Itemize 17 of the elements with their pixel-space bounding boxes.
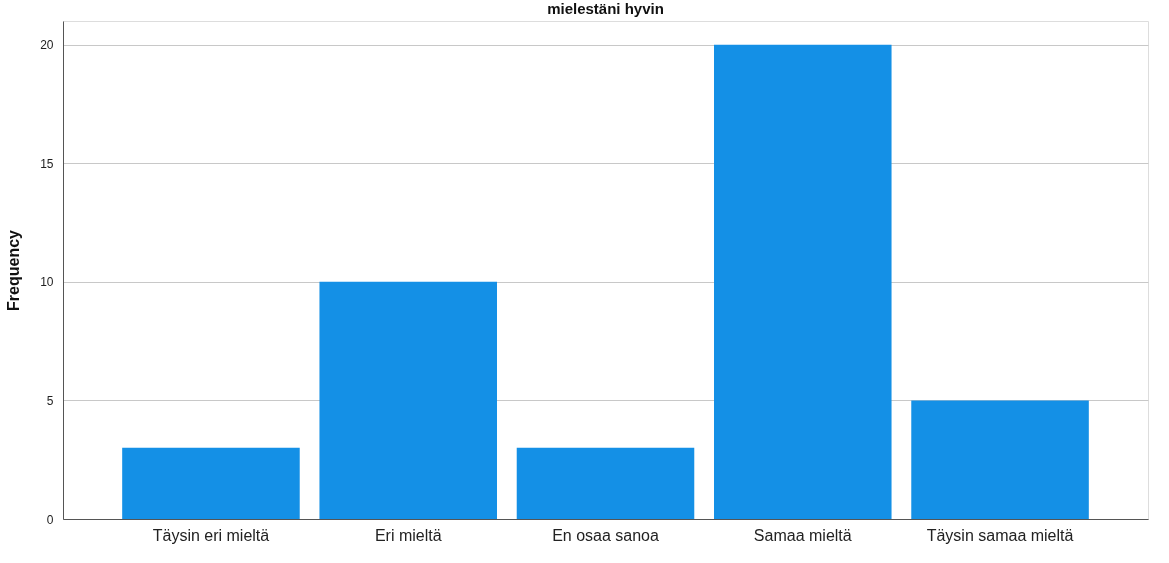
y-tick-label: 0 [46,512,54,527]
bar [911,400,1089,519]
y-tick-label: 5 [46,393,54,408]
bar [122,447,300,519]
y-tick-label: 15 [40,156,54,171]
y-axis-title: Frequency [5,229,23,311]
bar [714,44,892,519]
x-tick-label: En osaa sanoa [552,526,659,544]
x-tick-label: Täysin samaa mieltä [926,526,1074,544]
bar [319,281,497,519]
y-tick-label: 10 [40,275,54,290]
y-tick-label: 20 [40,38,54,53]
bar [516,447,695,519]
chart-title: mielestäni hyvin [547,0,664,17]
x-tick-label: Samaa mieltä [753,526,852,544]
x-tick-label: Täysin eri mieltä [152,526,270,544]
x-tick-label: Eri mieltä [374,526,442,544]
